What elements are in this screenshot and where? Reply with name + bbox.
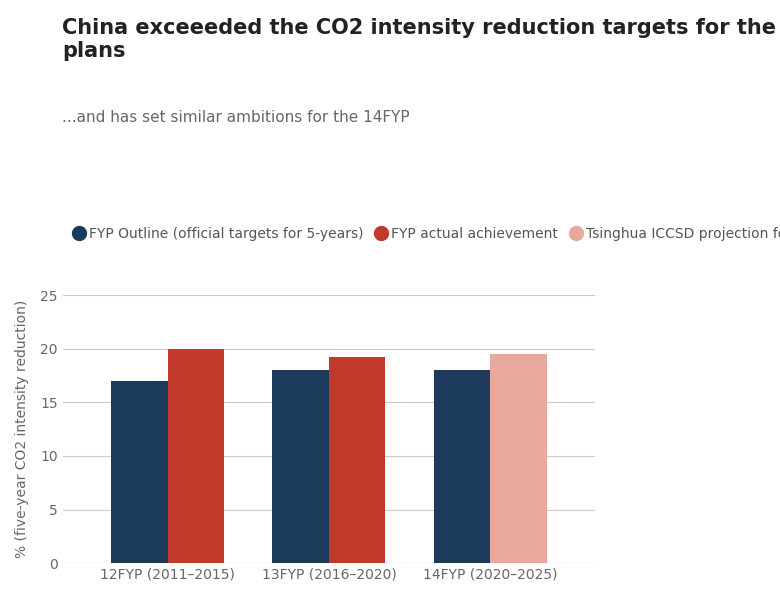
Bar	[272, 370, 329, 563]
Text: China exceeeded the CO2 intensity reduction targets for the previous two five-ye: China exceeeded the CO2 intensity reduct…	[62, 18, 780, 61]
Y-axis label: % (five-year CO2 intensity reduction): % (five-year CO2 intensity reduction)	[15, 300, 29, 558]
Legend: FYP Outline (official targets for 5-years), FYP actual achievement, Tsinghua ICC: FYP Outline (official targets for 5-year…	[69, 221, 780, 247]
Bar	[329, 358, 385, 563]
Bar	[491, 354, 547, 563]
Bar	[434, 370, 491, 563]
Text: ...and has set similar ambitions for the 14FYP: ...and has set similar ambitions for the…	[62, 110, 410, 125]
Bar	[111, 381, 168, 563]
Bar	[168, 349, 224, 563]
